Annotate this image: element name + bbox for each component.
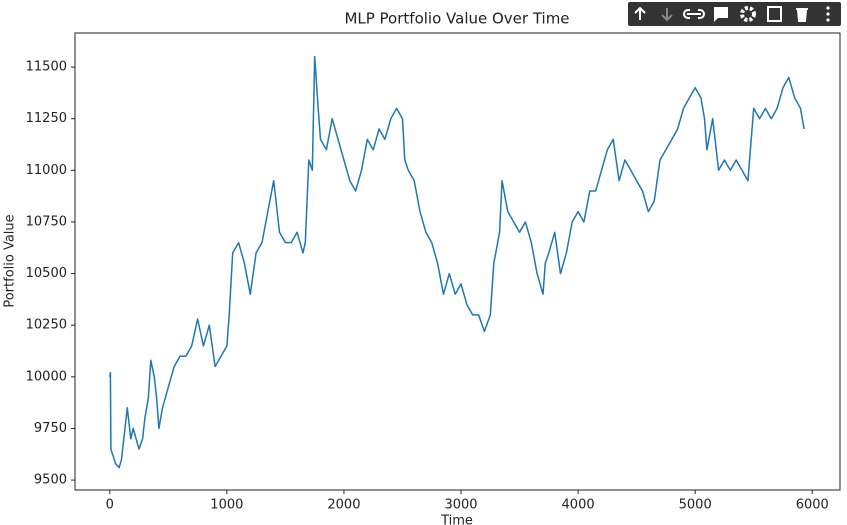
x-tick-label: 4000 xyxy=(562,498,595,513)
plot-frame xyxy=(74,32,841,491)
chart-title: MLP Portfolio Value Over Time xyxy=(344,10,569,28)
comment-button[interactable] xyxy=(714,7,728,22)
link-button[interactable] xyxy=(683,9,705,19)
x-axis-label: Time xyxy=(440,514,473,525)
x-tick-label: 1000 xyxy=(210,498,243,513)
x-tick-label: 5000 xyxy=(679,498,712,513)
x-tick-label: 2000 xyxy=(327,498,360,513)
delete-button[interactable] xyxy=(796,8,808,22)
y-tick-label: 9500 xyxy=(34,473,67,488)
y-tick-label: 11250 xyxy=(26,111,67,126)
more-button[interactable] xyxy=(826,6,830,22)
move-down-button[interactable] xyxy=(661,8,673,22)
y-tick-label: 10000 xyxy=(26,369,67,384)
y-tick-label: 10750 xyxy=(26,214,67,229)
toolbar xyxy=(628,2,841,26)
y-tick-label: 9750 xyxy=(34,421,67,436)
y-tick-label: 10250 xyxy=(26,318,67,333)
settings-button[interactable] xyxy=(740,6,756,22)
mirror-button[interactable] xyxy=(767,6,782,22)
move-up-button[interactable] xyxy=(634,6,646,20)
y-tick-label: 10500 xyxy=(26,266,67,281)
y-tick-label: 11500 xyxy=(26,60,67,75)
x-tick-label: 3000 xyxy=(444,498,477,513)
x-tick-label: 6000 xyxy=(796,498,829,513)
x-tick-label: 0 xyxy=(106,498,114,513)
line xyxy=(109,55,805,469)
y-axis-label: Portfolio Value xyxy=(3,214,18,307)
toolbar-bg xyxy=(628,2,841,26)
y-tick-label: 11000 xyxy=(26,163,67,178)
